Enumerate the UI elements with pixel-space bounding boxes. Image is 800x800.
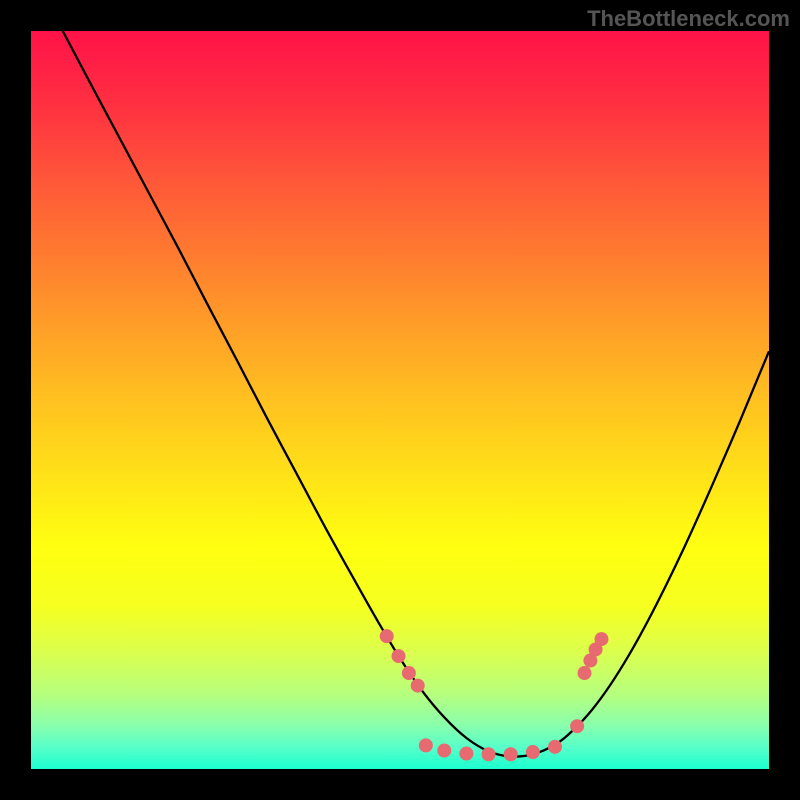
data-marker [526, 745, 540, 759]
chart-svg: TheBottleneck.com [0, 0, 800, 800]
data-marker [380, 629, 394, 643]
data-marker [578, 666, 592, 680]
data-marker [437, 744, 451, 758]
watermark-text: TheBottleneck.com [587, 6, 790, 31]
data-marker [482, 747, 496, 761]
data-marker [570, 719, 584, 733]
data-marker [419, 738, 433, 752]
data-marker [548, 740, 562, 754]
data-marker [392, 649, 406, 663]
data-marker [594, 632, 608, 646]
data-marker [411, 679, 425, 693]
data-marker [459, 747, 473, 761]
data-marker [402, 666, 416, 680]
data-marker [504, 747, 518, 761]
